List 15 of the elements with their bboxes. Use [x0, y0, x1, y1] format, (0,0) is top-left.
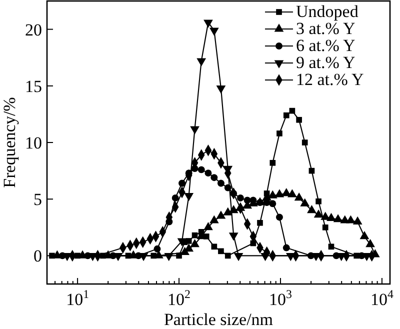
legend-label: 6 at.% Y [296, 36, 356, 55]
x-tick-label: 10$^{3}$ [269, 287, 292, 309]
x-axis-title: Particle size/nm [164, 310, 274, 329]
legend-label: Undoped [296, 2, 359, 21]
y-tick-label: 0 [34, 246, 42, 266]
y-axis-title: Frequency/% [0, 97, 19, 188]
x-tick-label: 10$^{2}$ [168, 287, 191, 309]
y-tick-label: 20 [25, 20, 42, 40]
x-tick-label: 10$^{4}$ [370, 287, 394, 309]
x-tick-label: 10$^{1}$ [66, 287, 90, 309]
legend-label: 12 at.% Y [296, 70, 364, 89]
y-tick-label: 10 [25, 134, 42, 152]
legend-label: 9 at.% Y [296, 53, 356, 72]
y-tick-label: 5 [34, 190, 42, 210]
y-tick-label: 15 [25, 76, 42, 96]
